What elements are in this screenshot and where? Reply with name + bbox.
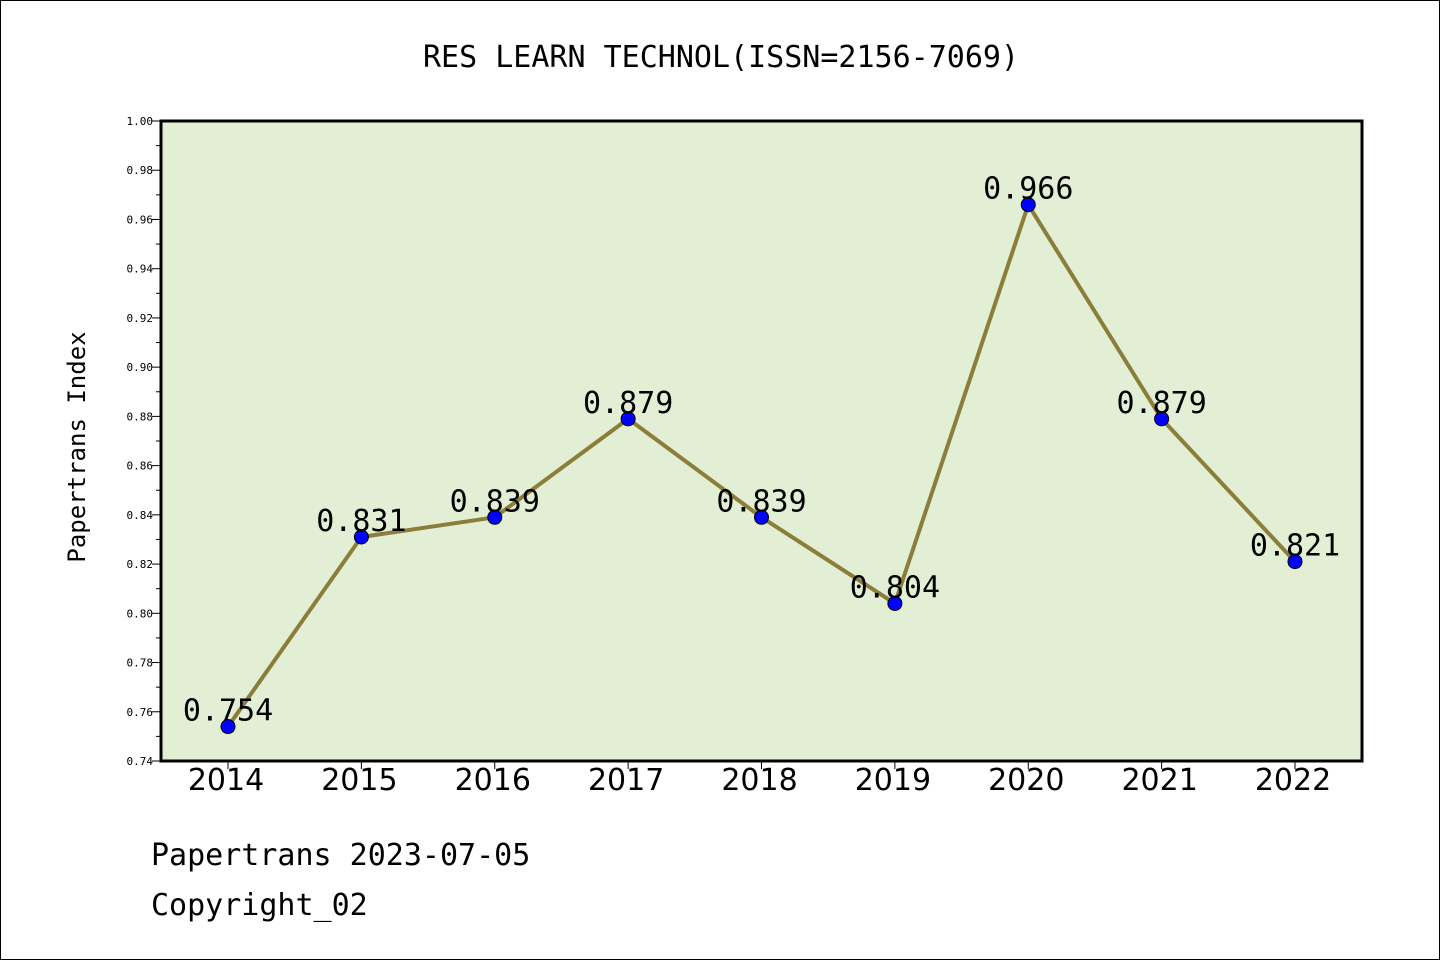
y-tick-label: 0.74 (127, 755, 154, 768)
data-label: 0.831 (316, 504, 406, 539)
data-label: 0.879 (1116, 386, 1206, 421)
data-label: 0.839 (716, 484, 806, 519)
x-tick-label: 2020 (988, 763, 1064, 798)
y-tick-label: 0.84 (127, 509, 154, 522)
data-markers (220, 197, 1303, 735)
x-tick-label: 2017 (588, 763, 664, 798)
x-tick-label: 2021 (1121, 763, 1197, 798)
y-axis-label: Papertrans Index (63, 331, 91, 562)
chart-title: RES LEARN TECHNOL(ISSN=2156-7069) (423, 40, 1019, 75)
data-point-marker (887, 595, 903, 611)
y-tick-label: 0.78 (127, 657, 154, 670)
data-point-marker (754, 509, 769, 525)
data-labels: 0.754 0.831 0.839 0.879 0.839 0.804 0.966 0.879… (183, 172, 1340, 729)
x-tick-label: 2019 (855, 763, 931, 798)
x-tick-label: 2015 (321, 763, 397, 798)
y-tick-label: 0.80 (127, 607, 154, 620)
x-tick-label: 2022 (1255, 763, 1331, 798)
y-tick-label: 0.76 (127, 706, 154, 719)
data-label: 0.804 (850, 570, 940, 605)
y-tick-label: 1.00 (127, 115, 154, 128)
x-tick-label: 2014 (188, 763, 264, 798)
x-tick-label: 2018 (721, 763, 797, 798)
footer-date-text: Papertrans 2023-07-05 (151, 838, 530, 873)
data-point-marker (620, 411, 636, 427)
y-axis: 0.74 0.76 0.78 0.80 0.82 0.84 0.86 0.88 0.90 0.92… (127, 115, 161, 768)
data-point-marker (353, 529, 369, 545)
y-tick-label: 0.86 (127, 460, 154, 473)
data-label: 0.839 (450, 484, 540, 519)
y-tick-label: 0.92 (127, 312, 154, 325)
plot-area (161, 121, 1362, 761)
plot-border (159, 119, 1364, 763)
y-tick-label: 0.90 (127, 361, 154, 374)
data-label: 0.879 (583, 386, 673, 421)
data-point-marker (487, 509, 503, 525)
data-label: 0.754 (183, 694, 273, 729)
y-tick-label: 0.98 (127, 164, 154, 177)
x-tick-label: 2016 (455, 763, 531, 798)
y-tick-label: 0.96 (127, 213, 154, 226)
y-tick-label: 0.94 (127, 263, 154, 276)
y-tick-label: 0.88 (127, 410, 154, 423)
data-point-marker (1154, 411, 1170, 427)
data-label: 0.966 (983, 172, 1073, 207)
data-point-marker (1287, 554, 1303, 570)
footer-copyright-text: Copyright_02 (151, 888, 368, 923)
x-axis: 2014 2015 2016 2017 2018 2019 2020 2021 2022 (188, 761, 1331, 798)
data-point-marker (220, 719, 236, 735)
data-point-marker (1020, 197, 1036, 213)
data-label: 0.821 (1250, 529, 1340, 564)
y-tick-label: 0.82 (127, 558, 154, 571)
